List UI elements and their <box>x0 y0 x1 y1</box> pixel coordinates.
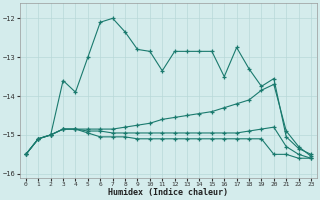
X-axis label: Humidex (Indice chaleur): Humidex (Indice chaleur) <box>108 188 228 197</box>
